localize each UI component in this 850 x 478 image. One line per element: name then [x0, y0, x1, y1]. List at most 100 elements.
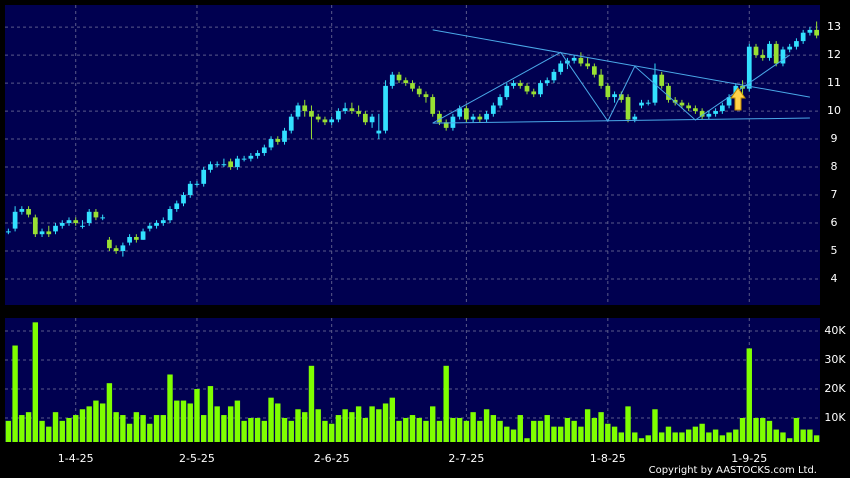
candle-body	[282, 130, 287, 142]
volume-bar	[160, 415, 166, 442]
volume-bar	[510, 429, 517, 442]
candle-body	[410, 83, 415, 89]
volume-bar	[180, 400, 187, 442]
volume-bar	[652, 409, 658, 442]
volume-bar	[268, 397, 274, 442]
candle-body	[39, 231, 45, 235]
volume-bar	[396, 420, 402, 442]
volume-bar	[571, 420, 577, 442]
candle-body	[497, 97, 503, 106]
volume-bar	[531, 420, 537, 442]
volume-bar	[147, 423, 153, 442]
candle-body	[295, 105, 301, 117]
volume-bar	[254, 417, 261, 442]
candle-body	[571, 57, 577, 61]
volume-bar	[322, 420, 328, 442]
candle-body	[356, 111, 361, 114]
volume-bar	[382, 403, 389, 442]
candle-body	[612, 94, 617, 98]
candle-body	[767, 43, 772, 58]
volume-bar	[544, 415, 550, 442]
candle-body	[699, 111, 705, 117]
volume-bar	[483, 409, 490, 442]
candle-body	[672, 99, 678, 103]
y-tick-label: 8	[831, 160, 838, 173]
candle-body	[403, 80, 409, 84]
volume-bar	[113, 412, 119, 442]
volume-bar	[153, 415, 160, 442]
volume-bar	[315, 409, 321, 442]
x-tick-label: 1-4-25	[58, 452, 94, 465]
y-tick-label: 11	[827, 76, 841, 89]
y-tick-label: 7	[831, 188, 838, 201]
volume-bar	[32, 322, 39, 442]
volume-bar	[12, 345, 18, 442]
y2-tick-label: 20K	[824, 382, 846, 395]
volume-bar	[73, 415, 79, 442]
volume-bar	[194, 388, 200, 442]
candle-body	[551, 71, 557, 81]
candle-body	[605, 85, 611, 98]
candle-body	[194, 183, 200, 185]
volume-bar	[490, 415, 497, 442]
candle-body	[288, 116, 294, 131]
candle-body	[504, 85, 510, 98]
x-tick-label: 2-6-25	[314, 452, 350, 465]
candle-body	[275, 139, 281, 142]
candle-body	[625, 97, 631, 120]
volume-bar	[174, 400, 180, 442]
volume-bar	[342, 409, 348, 442]
volume-bar	[726, 432, 732, 442]
signal-arrow	[730, 87, 746, 111]
candle-body	[773, 43, 779, 64]
volume-bar	[295, 409, 301, 442]
candle-body	[228, 161, 233, 168]
candle-body	[309, 111, 314, 117]
volume-bar	[551, 426, 557, 442]
volume-bar	[733, 429, 739, 442]
candle-body	[437, 113, 442, 123]
candle-body	[315, 116, 321, 120]
candle-body	[6, 231, 11, 233]
candle-body	[464, 108, 469, 120]
volume-bar	[564, 417, 571, 442]
volume-bar	[753, 417, 759, 442]
volume-bar	[659, 432, 665, 442]
volume-bar	[86, 406, 92, 442]
candle-body	[201, 169, 207, 184]
volume-bar	[328, 423, 335, 442]
candle-body	[214, 164, 220, 166]
volume-bar	[557, 426, 564, 442]
candle-body	[780, 49, 786, 64]
candle-body	[396, 74, 402, 81]
trendline	[432, 117, 810, 124]
volume-bar	[349, 412, 355, 442]
candle-body	[369, 116, 375, 123]
candle-body	[450, 116, 456, 128]
volume-bar	[443, 365, 449, 442]
volume-bar	[403, 417, 409, 442]
candle-body	[46, 231, 52, 235]
candle-body	[585, 63, 590, 67]
volume-bar	[611, 426, 618, 442]
candle-body	[187, 183, 193, 196]
candle-body	[32, 217, 38, 235]
candle-body	[457, 108, 463, 117]
volume-bar	[706, 432, 712, 442]
candle-body	[66, 220, 72, 224]
volume-bar	[430, 406, 436, 442]
volume-bar	[598, 412, 604, 442]
y-tick-label: 9	[831, 132, 838, 145]
candle-body	[248, 155, 254, 159]
volume-bar	[793, 417, 800, 442]
volume-bar	[504, 426, 510, 442]
volume-bar	[201, 415, 207, 442]
candle-body	[544, 80, 550, 84]
trendline	[432, 51, 790, 124]
x-tick-label: 2-7-25	[448, 452, 484, 465]
candle-body	[80, 225, 85, 227]
candle-body	[753, 46, 759, 56]
volume-bar	[167, 374, 173, 442]
candle-body	[107, 239, 112, 249]
